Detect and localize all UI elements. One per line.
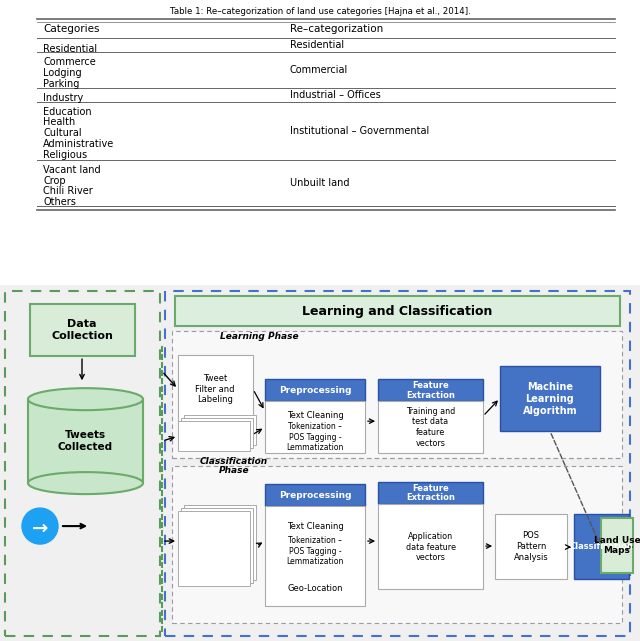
Text: Land Use
Maps: Land Use Maps — [594, 536, 640, 556]
Text: Feature
Extraction: Feature Extraction — [406, 381, 455, 399]
Text: Text Cleaning: Text Cleaning — [287, 522, 344, 531]
FancyBboxPatch shape — [178, 355, 253, 423]
FancyBboxPatch shape — [378, 401, 483, 453]
Text: Table 1: Re–categorization of land use categories [Hajna et al., 2014].: Table 1: Re–categorization of land use c… — [170, 8, 470, 17]
Text: Application
data feature
vectors: Application data feature vectors — [406, 532, 456, 562]
Text: Geo-Location: Geo-Location — [287, 583, 343, 592]
Text: Tokenization –
POS Tagging -
Lemmatization: Tokenization – POS Tagging - Lemmatizati… — [286, 536, 344, 566]
FancyBboxPatch shape — [265, 484, 365, 506]
Text: Commerce: Commerce — [44, 57, 96, 67]
Text: Arequipa
Tweets: Arequipa Tweets — [195, 536, 233, 556]
FancyBboxPatch shape — [378, 482, 483, 504]
FancyBboxPatch shape — [175, 296, 620, 326]
Ellipse shape — [28, 472, 143, 494]
FancyBboxPatch shape — [495, 514, 567, 579]
Text: Institutional – Governmental: Institutional – Governmental — [290, 126, 429, 136]
FancyBboxPatch shape — [178, 421, 250, 451]
Text: Feature
Extraction: Feature Extraction — [406, 484, 455, 503]
Text: Machine
Learning
Algorithm: Machine Learning Algorithm — [523, 381, 577, 415]
Text: Preprocessing: Preprocessing — [279, 490, 351, 499]
Text: Religious: Religious — [44, 149, 88, 160]
FancyBboxPatch shape — [574, 514, 629, 579]
Text: POS
Pattern
Analysis: POS Pattern Analysis — [514, 531, 548, 562]
Text: Data
Collection: Data Collection — [51, 319, 113, 341]
Text: Industry: Industry — [44, 93, 83, 103]
Text: Others: Others — [44, 197, 76, 207]
Text: Re–categorization: Re–categorization — [290, 24, 383, 33]
FancyBboxPatch shape — [30, 304, 135, 356]
FancyBboxPatch shape — [181, 418, 253, 448]
Text: Classification: Classification — [570, 542, 634, 551]
FancyBboxPatch shape — [500, 366, 600, 431]
Text: Health: Health — [44, 117, 76, 128]
Text: Vacant land: Vacant land — [44, 165, 101, 175]
Text: Preprocessing: Preprocessing — [279, 386, 351, 395]
Text: Classification
Phase: Classification Phase — [200, 457, 268, 476]
Text: Crop: Crop — [44, 176, 66, 185]
FancyBboxPatch shape — [184, 505, 256, 580]
Text: Learning Phase: Learning Phase — [220, 331, 299, 341]
FancyBboxPatch shape — [601, 518, 633, 573]
FancyBboxPatch shape — [172, 331, 622, 458]
FancyBboxPatch shape — [378, 379, 483, 401]
FancyBboxPatch shape — [265, 379, 365, 401]
Text: Categories: Categories — [44, 24, 100, 33]
FancyBboxPatch shape — [265, 506, 365, 606]
Text: Education: Education — [44, 106, 92, 117]
Text: Text Cleaning: Text Cleaning — [287, 411, 344, 420]
Text: Tokenization –
POS Tagging -
Lemmatization: Tokenization – POS Tagging - Lemmatizati… — [286, 422, 344, 453]
Text: Corpus: Corpus — [199, 429, 229, 438]
Text: Training and
test data
feature
vectors: Training and test data feature vectors — [406, 406, 455, 448]
FancyBboxPatch shape — [172, 466, 622, 623]
Text: Tweet
Filter and
Labeling: Tweet Filter and Labeling — [195, 374, 235, 404]
Text: →: → — [32, 519, 48, 538]
Text: Lodging: Lodging — [44, 68, 82, 78]
FancyBboxPatch shape — [265, 401, 365, 453]
FancyBboxPatch shape — [178, 511, 250, 586]
Circle shape — [22, 508, 58, 544]
FancyBboxPatch shape — [28, 399, 143, 483]
Text: Administrative: Administrative — [44, 139, 115, 149]
FancyBboxPatch shape — [0, 285, 640, 641]
Text: Parking: Parking — [44, 78, 79, 88]
Text: Learning and Classification: Learning and Classification — [302, 304, 492, 318]
Text: Residential: Residential — [44, 44, 97, 54]
Text: Unbuilt land: Unbuilt land — [290, 178, 349, 188]
Text: Residential: Residential — [290, 40, 344, 50]
Text: Chili River: Chili River — [44, 187, 93, 196]
Text: Commercial: Commercial — [290, 65, 348, 75]
Text: Cultural: Cultural — [44, 128, 82, 138]
FancyBboxPatch shape — [181, 508, 253, 583]
Text: Tweets
Collected: Tweets Collected — [58, 430, 113, 452]
Text: Industrial – Offices: Industrial – Offices — [290, 90, 381, 100]
Ellipse shape — [28, 388, 143, 410]
FancyBboxPatch shape — [378, 504, 483, 589]
FancyBboxPatch shape — [184, 415, 256, 445]
